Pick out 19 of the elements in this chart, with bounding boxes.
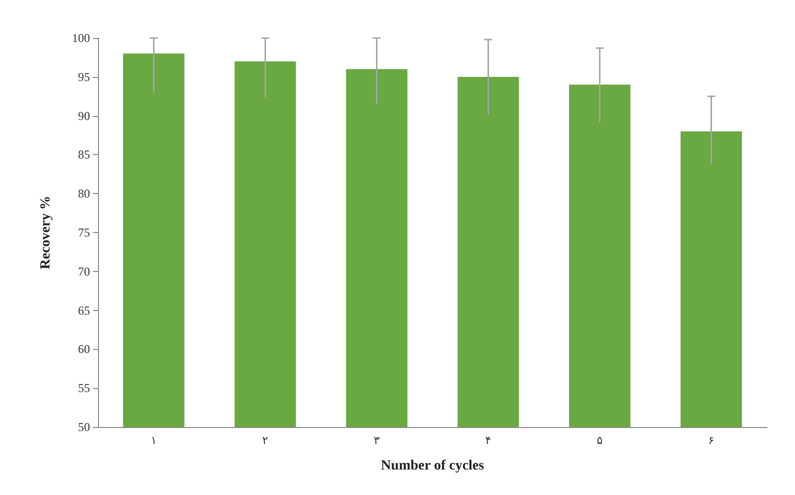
y-tick-label: 90 — [78, 108, 90, 123]
x-axis-title: Number of cycles — [380, 458, 485, 474]
y-tick-label: 55 — [78, 381, 90, 396]
x-tick-label: ۶ — [708, 434, 714, 447]
x-tick-label: ۱ — [150, 434, 157, 447]
x-tick-label: ۵ — [596, 434, 603, 447]
y-tick-label: 85 — [78, 148, 90, 162]
x-tick-label: ۲ — [262, 434, 268, 447]
y-tick-label: 60 — [78, 342, 90, 356]
y-tick-label: 65 — [78, 303, 90, 318]
y-tick-label: 80 — [78, 186, 90, 201]
y-tick-label: 100 — [72, 31, 90, 45]
y-tick-label: 75 — [78, 226, 90, 240]
y-tick-label: 50 — [78, 420, 90, 434]
x-tick-label: ۴ — [485, 434, 492, 447]
y-axis-title: Recovery % — [38, 196, 54, 270]
y-tick-label: 95 — [78, 70, 90, 84]
x-tick-label: ۳ — [374, 434, 380, 447]
y-tick-label: 70 — [78, 264, 90, 278]
